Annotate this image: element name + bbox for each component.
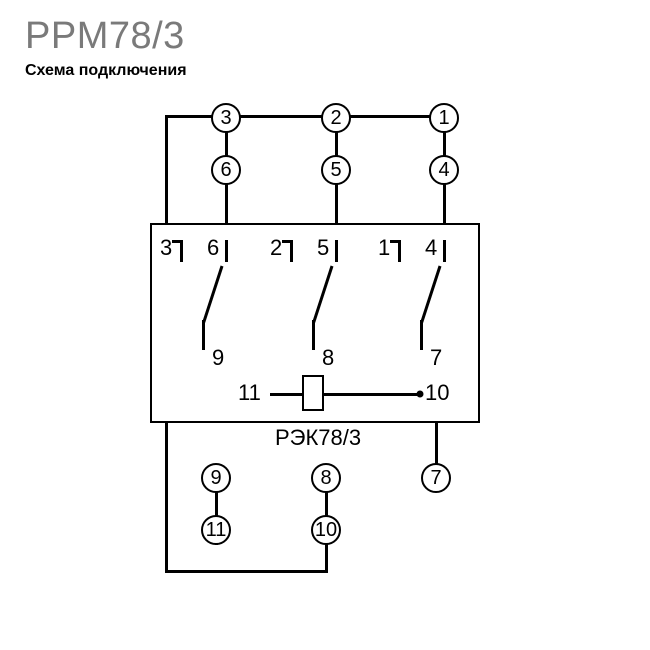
nc-bar-1 <box>390 240 400 243</box>
terminal-5: 5 <box>321 155 351 185</box>
bottom-bus <box>165 570 328 573</box>
label-com-8: 8 <box>322 345 334 371</box>
terminal-4-label: 4 <box>438 159 449 182</box>
terminal-11-label: 11 <box>206 519 227 542</box>
model-label: РЭК78/3 <box>275 425 361 451</box>
coil-wire-left <box>270 393 302 396</box>
terminal-9-label: 9 <box>210 467 221 490</box>
terminal-2: 2 <box>321 103 351 133</box>
no-stub-5 <box>335 240 338 262</box>
coil-wire-right <box>324 393 419 396</box>
wire-left-drop-bottom <box>165 423 168 571</box>
label-no-6: 6 <box>207 235 219 261</box>
terminal-3-label: 3 <box>220 107 231 130</box>
terminal-10: 10 <box>311 515 341 545</box>
label-nc-2: 2 <box>270 235 282 261</box>
terminal-10-label: 10 <box>315 519 337 542</box>
com-stub-8 <box>312 320 315 350</box>
wire-left-drop <box>165 115 168 223</box>
nc-stub-3 <box>180 240 183 262</box>
page-subtitle: Схема подключения <box>25 62 187 80</box>
terminal-4: 4 <box>429 155 459 185</box>
terminal-2-label: 2 <box>330 107 341 130</box>
terminal-3: 3 <box>211 103 241 133</box>
terminal-1-label: 1 <box>438 107 449 130</box>
no-stub-4 <box>443 240 446 262</box>
terminal-1: 1 <box>429 103 459 133</box>
label-coil-10: 10 <box>425 380 449 406</box>
coil-dot-right <box>417 391 424 398</box>
label-coil-11: 11 <box>238 380 261 406</box>
terminal-8-label: 8 <box>320 467 331 490</box>
terminal-6-label: 6 <box>220 159 231 182</box>
page-title: PPM78/3 <box>25 15 185 58</box>
label-nc-3: 3 <box>160 235 172 261</box>
com-stub-9 <box>202 320 205 350</box>
terminal-7: 7 <box>421 463 451 493</box>
nc-bar-3 <box>172 240 182 243</box>
nc-stub-1 <box>398 240 401 262</box>
terminal-8: 8 <box>311 463 341 493</box>
terminal-6: 6 <box>211 155 241 185</box>
label-no-4: 4 <box>425 235 437 261</box>
com-stub-7 <box>420 320 423 350</box>
label-no-5: 5 <box>317 235 329 261</box>
label-com-7: 7 <box>430 345 442 371</box>
terminal-9: 9 <box>201 463 231 493</box>
top-bus <box>165 115 445 118</box>
label-com-9: 9 <box>212 345 224 371</box>
terminal-5-label: 5 <box>330 159 341 182</box>
terminal-11: 11 <box>201 515 231 545</box>
coil-symbol <box>302 375 324 411</box>
no-stub-6 <box>225 240 228 262</box>
nc-bar-2 <box>282 240 292 243</box>
nc-stub-2 <box>290 240 293 262</box>
wiring-diagram: 3 2 1 6 5 4 3 6 9 2 5 8 1 4 7 11 <box>130 95 530 625</box>
label-nc-1: 1 <box>378 235 390 261</box>
terminal-7-label: 7 <box>430 467 441 490</box>
